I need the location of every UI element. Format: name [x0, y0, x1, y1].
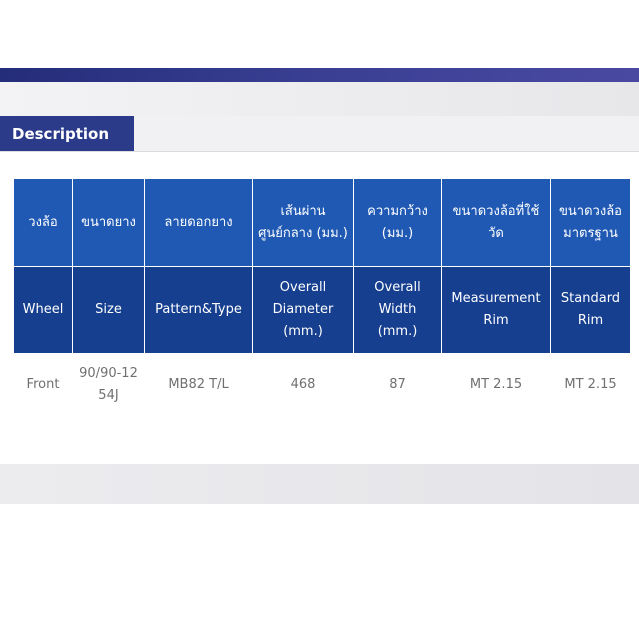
header-cell-size-th: ขนาดยาง	[72, 178, 145, 267]
header-cell-measurement-rim: Measurement Rim	[441, 266, 551, 354]
header-cell-diameter-th: เส้นผ่านศูนย์กลาง (มม.)	[252, 178, 354, 267]
cell-standard-rim: MT 2.15	[564, 377, 617, 392]
header-band	[0, 82, 639, 116]
cell-measurement-rim: MT 2.15	[469, 377, 523, 392]
top-accent-bar	[0, 68, 639, 82]
cell-width: 87	[389, 377, 406, 392]
spec-content: วงล้อ ขนาดยาง ลายดอกยาง เส้นผ่านศูนย์กลา…	[0, 152, 639, 464]
header-cell-measurement-rim-th: ขนาดวงล้อที่ใช้วัด	[441, 178, 551, 267]
cell-wheel: Front	[26, 377, 60, 392]
header-cell-diameter: Overall Diameter (mm.)	[252, 266, 354, 354]
header-cell-wheel: Wheel	[13, 266, 73, 354]
cell-size: 90/90-12 54J	[79, 366, 138, 403]
header-cell-width: Overall Width (mm.)	[353, 266, 442, 354]
header-cell-standard-rim: Standard Rim	[550, 266, 631, 354]
tab-row: Description	[0, 116, 639, 152]
header-cell-size: Size	[72, 266, 145, 354]
tab-description[interactable]: Description	[0, 116, 134, 151]
header-row-thai: วงล้อ ขนาดยาง ลายดอกยาง เส้นผ่านศูนย์กลา…	[13, 178, 631, 267]
footer-band	[0, 464, 639, 504]
spec-table: วงล้อ ขนาดยาง ลายดอกยาง เส้นผ่านศูนย์กลา…	[13, 178, 631, 416]
header-cell-pattern: Pattern&Type	[144, 266, 253, 354]
table-row: Front 90/90-12 54J MB82 T/L 468 87 MT 2.…	[14, 354, 631, 417]
cell-diameter: 468	[290, 377, 316, 392]
header-cell-width-th: ความกว้าง (มม.)	[353, 178, 442, 267]
cell-pattern: MB82 T/L	[168, 377, 229, 392]
header-cell-standard-rim-th: ขนาดวงล้อมาตรฐาน	[550, 178, 631, 267]
header-cell-pattern-th: ลายดอกยาง	[144, 178, 253, 267]
header-cell-wheel-th: วงล้อ	[13, 178, 73, 267]
header-row-english: Wheel Size Pattern&Type Overall Diameter…	[13, 266, 631, 354]
